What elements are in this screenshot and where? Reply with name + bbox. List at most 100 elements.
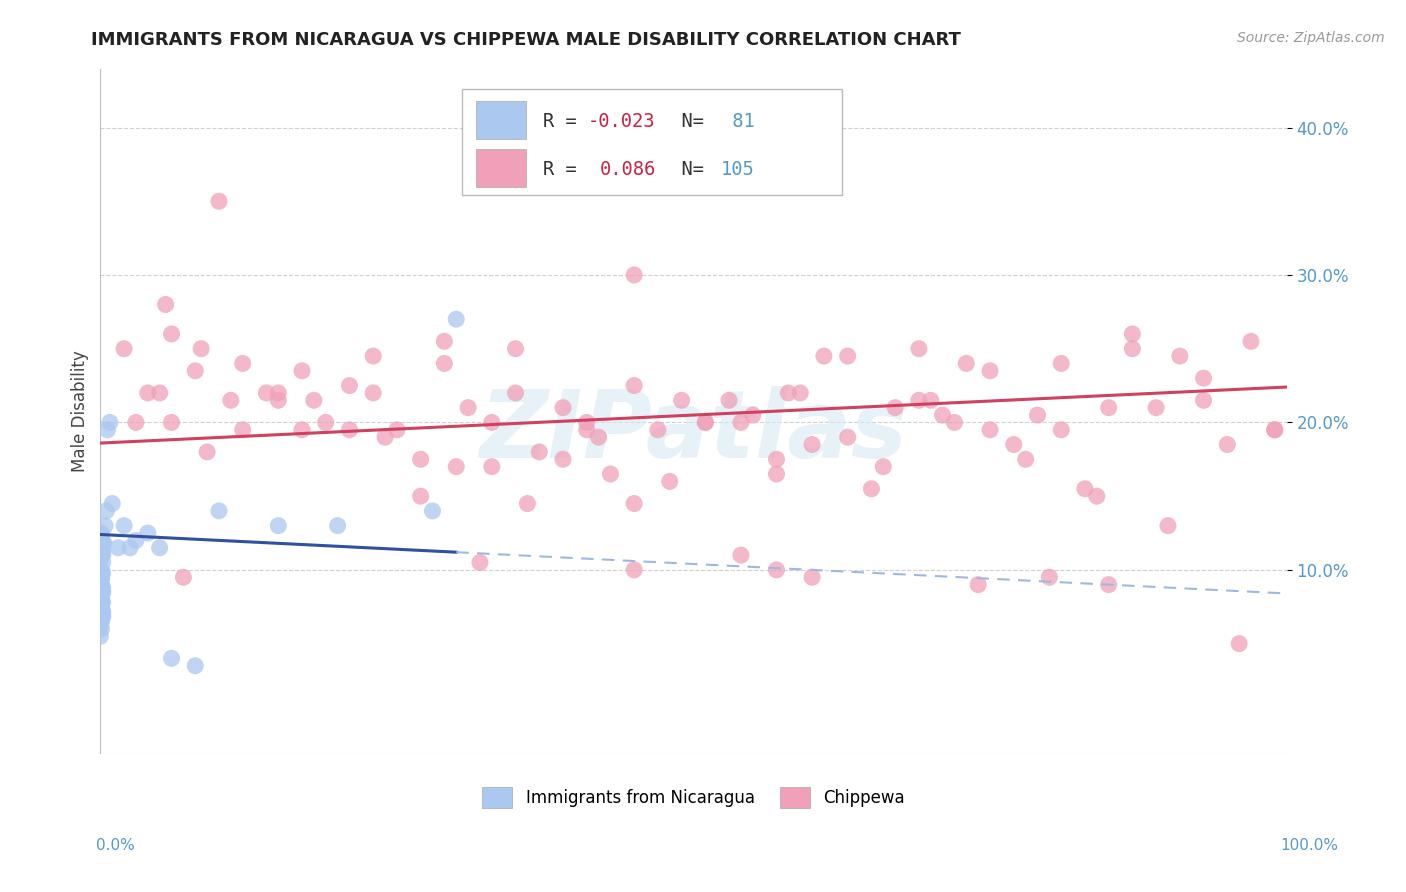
Point — [326, 518, 349, 533]
Point — [195, 445, 218, 459]
Point — [1240, 334, 1263, 349]
Point — [1050, 356, 1073, 370]
Point — [302, 393, 325, 408]
Point — [505, 342, 527, 356]
Point — [90, 604, 112, 618]
Point — [433, 334, 456, 349]
Point — [89, 629, 111, 643]
Y-axis label: Male Disability: Male Disability — [72, 351, 89, 472]
Point — [89, 563, 111, 577]
Text: 105: 105 — [721, 160, 755, 178]
Point — [91, 548, 114, 562]
Point — [89, 551, 111, 566]
Point — [588, 430, 610, 444]
Point — [1157, 518, 1180, 533]
Text: 0.086: 0.086 — [600, 160, 657, 178]
Point — [658, 475, 681, 489]
Point — [91, 595, 114, 609]
Point — [1085, 489, 1108, 503]
Point — [361, 349, 384, 363]
Point — [91, 607, 114, 621]
Point — [979, 423, 1001, 437]
Point — [89, 533, 111, 548]
Point — [90, 536, 112, 550]
Point — [90, 572, 112, 586]
Point — [90, 583, 112, 598]
Point — [623, 563, 645, 577]
Point — [1121, 342, 1143, 356]
Point — [551, 401, 574, 415]
Point — [291, 423, 314, 437]
Point — [91, 585, 114, 599]
Point — [89, 604, 111, 618]
Point — [90, 577, 112, 591]
Point — [789, 386, 811, 401]
Point — [90, 610, 112, 624]
Text: 100.0%: 100.0% — [1281, 838, 1339, 853]
Point — [1098, 401, 1121, 415]
Point — [91, 604, 114, 618]
Point — [91, 556, 114, 570]
Point — [90, 622, 112, 636]
Point — [112, 342, 135, 356]
Point — [801, 570, 824, 584]
Point — [267, 386, 290, 401]
Text: N=: N= — [659, 112, 716, 131]
Point — [765, 467, 787, 481]
Point — [695, 416, 717, 430]
Point — [741, 408, 763, 422]
Point — [623, 378, 645, 392]
Point — [90, 581, 112, 595]
Point — [90, 604, 112, 618]
Point — [107, 541, 129, 555]
Point — [90, 531, 112, 545]
Point — [730, 416, 752, 430]
Point — [91, 536, 114, 550]
Point — [125, 416, 148, 430]
Point — [90, 541, 112, 555]
Point — [1026, 408, 1049, 422]
Point — [89, 563, 111, 577]
Point — [96, 504, 118, 518]
Point — [89, 533, 111, 548]
Point — [884, 401, 907, 415]
Point — [149, 541, 172, 555]
Point — [90, 536, 112, 550]
Point — [444, 312, 467, 326]
Point — [91, 536, 114, 550]
Text: -0.023: -0.023 — [588, 112, 655, 131]
Point — [94, 518, 117, 533]
Point — [1050, 423, 1073, 437]
Point — [551, 452, 574, 467]
Point — [481, 459, 503, 474]
Text: N=: N= — [659, 160, 716, 178]
Point — [516, 496, 538, 510]
Point — [190, 342, 212, 356]
Point — [125, 533, 148, 548]
Point — [89, 619, 111, 633]
Point — [89, 551, 111, 566]
Text: 0.0%: 0.0% — [96, 838, 135, 853]
Point — [931, 408, 953, 422]
Point — [778, 386, 800, 401]
Point — [267, 518, 290, 533]
FancyBboxPatch shape — [477, 102, 526, 139]
Point — [908, 393, 931, 408]
Point — [232, 356, 254, 370]
Point — [89, 615, 111, 629]
Point — [1002, 437, 1025, 451]
Point — [765, 452, 787, 467]
Point — [575, 423, 598, 437]
Point — [160, 326, 183, 341]
Point — [291, 364, 314, 378]
Point — [444, 459, 467, 474]
Point — [623, 496, 645, 510]
Text: Source: ZipAtlas.com: Source: ZipAtlas.com — [1237, 31, 1385, 45]
Point — [90, 595, 112, 609]
Point — [90, 601, 112, 615]
Point — [1216, 437, 1239, 451]
Point — [267, 393, 290, 408]
Point — [91, 581, 114, 595]
Point — [89, 585, 111, 599]
Point — [90, 566, 112, 580]
